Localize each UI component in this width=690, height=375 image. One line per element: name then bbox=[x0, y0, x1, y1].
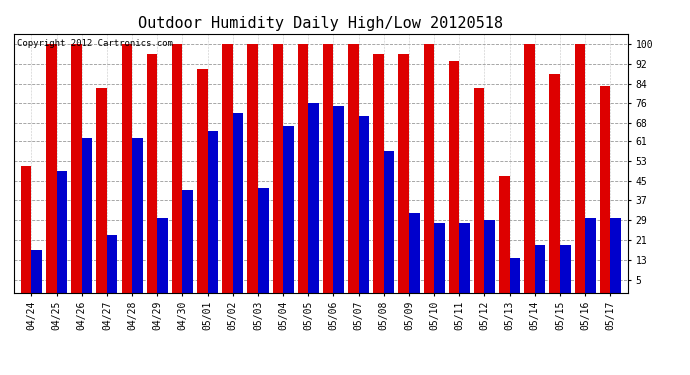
Title: Outdoor Humidity Daily High/Low 20120518: Outdoor Humidity Daily High/Low 20120518 bbox=[139, 16, 503, 31]
Bar bbox=[359, 116, 369, 292]
Bar bbox=[71, 44, 81, 292]
Bar bbox=[333, 106, 344, 292]
Bar bbox=[46, 44, 57, 292]
Bar bbox=[81, 138, 92, 292]
Bar bbox=[535, 245, 545, 292]
Bar bbox=[409, 213, 420, 292]
Bar bbox=[484, 220, 495, 292]
Bar bbox=[524, 44, 535, 292]
Bar bbox=[610, 218, 621, 292]
Bar bbox=[32, 250, 42, 292]
Bar bbox=[373, 54, 384, 292]
Bar bbox=[323, 44, 333, 292]
Bar bbox=[157, 218, 168, 292]
Bar bbox=[560, 245, 571, 292]
Bar bbox=[258, 188, 268, 292]
Bar bbox=[147, 54, 157, 292]
Bar bbox=[208, 131, 218, 292]
Bar bbox=[499, 176, 510, 292]
Bar bbox=[424, 44, 434, 292]
Bar bbox=[585, 218, 595, 292]
Text: Copyright 2012 Cartronics.com: Copyright 2012 Cartronics.com bbox=[17, 39, 172, 48]
Bar bbox=[97, 88, 107, 292]
Bar bbox=[434, 223, 444, 292]
Bar bbox=[460, 223, 470, 292]
Bar bbox=[600, 86, 610, 292]
Bar bbox=[348, 44, 359, 292]
Bar bbox=[308, 104, 319, 292]
Bar bbox=[132, 138, 143, 292]
Bar bbox=[575, 44, 585, 292]
Bar bbox=[233, 113, 244, 292]
Bar bbox=[21, 166, 32, 292]
Bar bbox=[182, 190, 193, 292]
Bar bbox=[197, 69, 208, 292]
Bar bbox=[172, 44, 182, 292]
Bar bbox=[549, 74, 560, 292]
Bar bbox=[121, 44, 132, 292]
Bar bbox=[297, 44, 308, 292]
Bar bbox=[247, 44, 258, 292]
Bar bbox=[222, 44, 233, 292]
Bar bbox=[510, 258, 520, 292]
Bar bbox=[384, 151, 395, 292]
Bar bbox=[448, 61, 460, 292]
Bar bbox=[283, 126, 294, 292]
Bar bbox=[474, 88, 484, 292]
Bar bbox=[57, 171, 67, 292]
Bar bbox=[107, 235, 117, 292]
Bar bbox=[273, 44, 283, 292]
Bar bbox=[398, 54, 409, 292]
